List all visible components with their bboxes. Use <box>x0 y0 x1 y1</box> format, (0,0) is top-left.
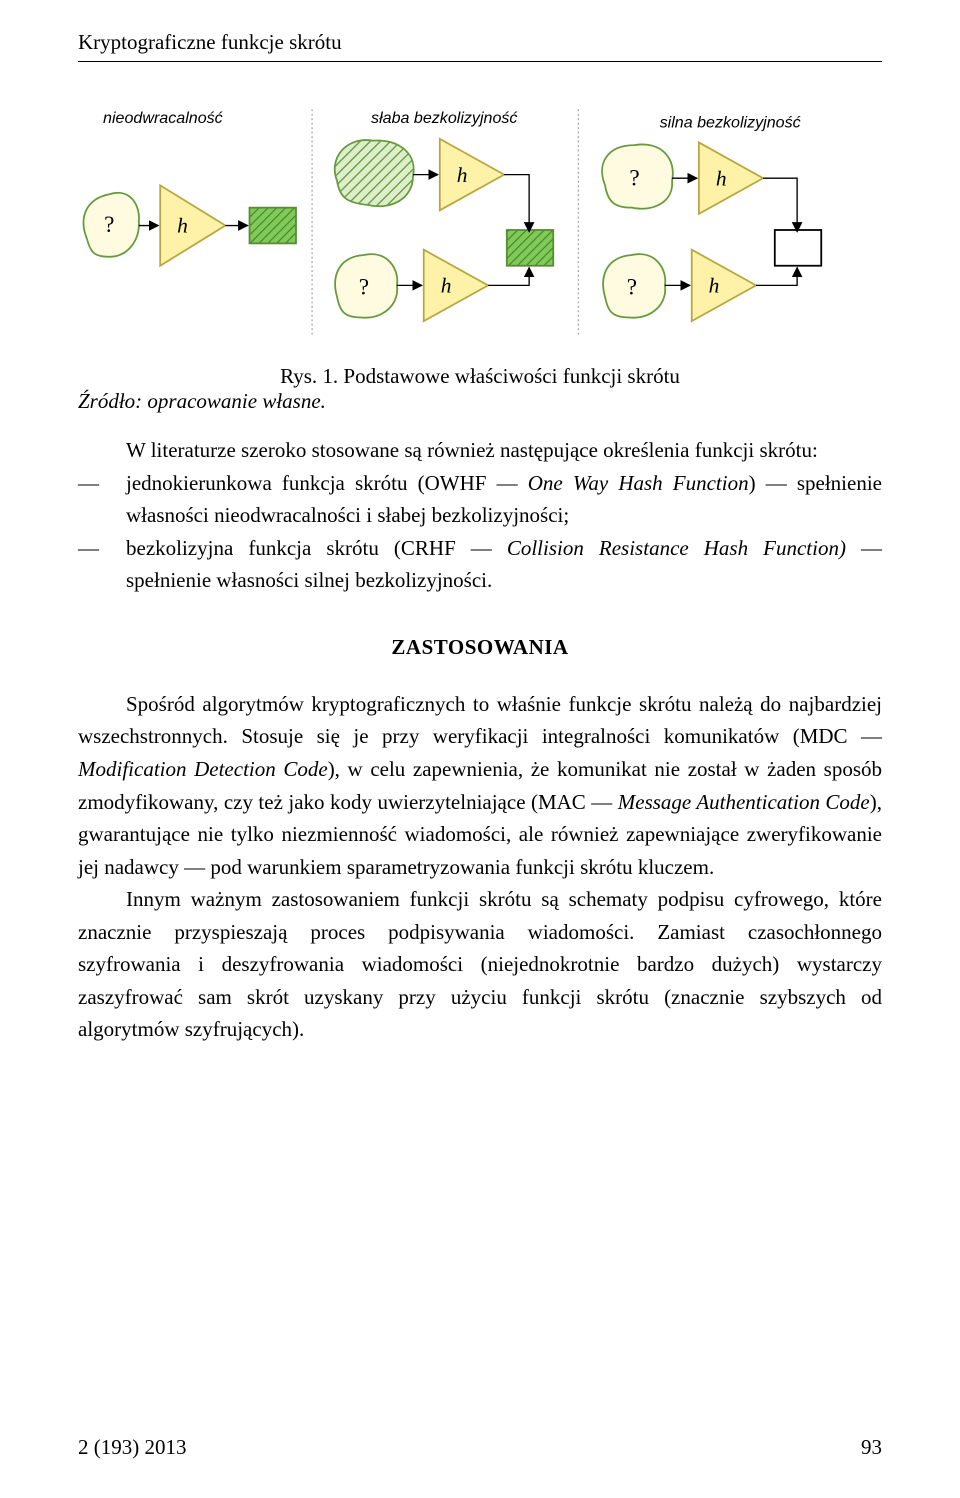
diagram-panel-2: h ? h <box>335 139 554 321</box>
diagram-label-1: nieodwracalność <box>103 109 223 127</box>
svg-text:?: ? <box>359 274 369 300</box>
p1-text: Spośród algorytmów kryptograficznych to … <box>78 692 882 749</box>
figure-hash-properties: nieodwracalność słaba bezkolizyjność sil… <box>78 96 882 346</box>
list-item: bezkolizyjna funkcja skrótu (CRHF — Coll… <box>78 532 882 597</box>
p1-italic: Modification Detection Code <box>78 757 328 781</box>
section-heading: ZASTOSOWANIA <box>78 635 882 660</box>
body-paragraph-2: Innym ważnym zastosowaniem funkcji skrót… <box>78 883 882 1046</box>
li-italic: Collision Resistance Hash Function) <box>507 536 846 560</box>
svg-text:h: h <box>709 274 720 298</box>
svg-text:h: h <box>177 214 188 238</box>
li-text: jednokierunkowa funkcja skrótu (OWHF — <box>126 471 528 495</box>
svg-text:?: ? <box>104 212 114 238</box>
list-item: jednokierunkowa funkcja skrótu (OWHF — O… <box>78 467 882 532</box>
figure-source: Źródło: opracowanie własne. <box>78 389 882 414</box>
diagram-label-2: słaba bezkolizyjność <box>371 109 517 127</box>
svg-text:?: ? <box>627 274 637 300</box>
diagram-panel-3: ? h ? h <box>602 142 821 321</box>
figure-caption: Rys. 1. Podstawowe właściwości funkcji s… <box>78 364 882 389</box>
svg-text:?: ? <box>629 165 639 191</box>
diagram-panel-1: ? h <box>84 185 296 265</box>
svg-text:h: h <box>457 163 468 187</box>
li-italic: One Way Hash Function <box>528 471 749 495</box>
p1-italic: Message Authentication Code <box>618 790 870 814</box>
li-text: bezkolizyjna funkcja skrótu (CRHF — <box>126 536 507 560</box>
diagram-label-3: silna bezkolizyjność <box>660 113 801 131</box>
svg-text:h: h <box>716 166 727 190</box>
running-head: Kryptograficzne funkcje skrótu <box>78 30 882 62</box>
svg-text:h: h <box>441 274 452 298</box>
definition-list: jednokierunkowa funkcja skrótu (OWHF — O… <box>78 467 882 597</box>
footer-issue: 2 (193) 2013 <box>78 1435 187 1460</box>
intro-paragraph: W literaturze szeroko stosowane są równi… <box>78 434 882 467</box>
footer-page-number: 93 <box>861 1435 882 1460</box>
body-paragraph-1: Spośród algorytmów kryptograficznych to … <box>78 688 882 883</box>
